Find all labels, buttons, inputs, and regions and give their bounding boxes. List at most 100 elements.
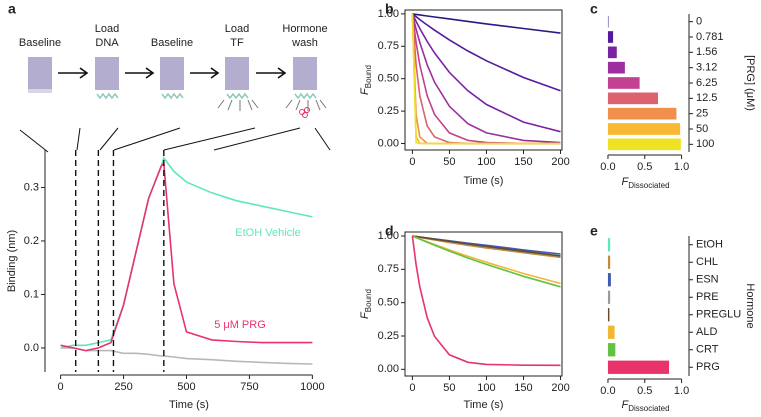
y-tick-label: PRE (696, 291, 719, 303)
y-axis-title-main: F (359, 87, 371, 95)
bar (607, 273, 611, 287)
y-tick-label: 0.3 (24, 181, 39, 193)
sensor (28, 57, 52, 90)
y-tick-label: 25 (696, 108, 708, 120)
panel-label: b (385, 1, 394, 17)
sensor (95, 57, 119, 90)
bar (607, 325, 615, 339)
y-axis-title: [PRG] (μM) (744, 55, 756, 111)
bar (607, 343, 616, 357)
x-tick-label: 0.5 (637, 161, 652, 173)
series-line (60, 347, 313, 365)
y-tick-label: 0 (696, 16, 702, 28)
y-tick-label: 1.00 (378, 230, 399, 242)
y-axis-title: Hormone (744, 283, 756, 328)
x-tick-label: 200 (551, 156, 569, 168)
y-tick-label: 0.25 (378, 105, 399, 117)
y-tick-label: 0.00 (378, 363, 399, 375)
y-axis-title: FBound (359, 289, 373, 319)
bar (607, 360, 670, 374)
y-axis-title-main: F (359, 311, 371, 319)
x-tick-label: 250 (114, 381, 132, 393)
x-tick-label: 0.0 (600, 161, 615, 173)
x-tick-label: 1.0 (674, 385, 689, 397)
y-axis-title-sub: Bound (364, 65, 373, 88)
series-line (412, 13, 561, 34)
x-axis-title-sub: Dissociated (628, 404, 669, 413)
panel-label: c (590, 1, 598, 17)
x-tick-label: 150 (514, 382, 532, 394)
x-axis-title: Time (s) (464, 175, 504, 187)
series-line (60, 161, 313, 352)
bar (607, 15, 609, 28)
y-tick-label: 100 (696, 138, 714, 150)
step-label: wash (291, 37, 318, 49)
step-label: Hormone (282, 23, 327, 35)
bar (607, 31, 614, 43)
connector (19, 127, 331, 153)
bar (607, 255, 611, 269)
step-label: Load (225, 23, 249, 35)
bar (607, 92, 659, 105)
plot-frame (404, 9, 563, 151)
series-line (411, 13, 561, 145)
x-axis-title: FDissociated (621, 176, 669, 190)
y-tick-label: 0.0 (24, 342, 39, 354)
series-line (411, 13, 561, 133)
series-line (411, 13, 561, 145)
step-label: Baseline (151, 37, 193, 49)
panel-label: e (590, 223, 598, 239)
y-axis-title-sub: Bound (364, 289, 373, 312)
arrows (58, 67, 287, 79)
y-tick-label: 0.50 (378, 73, 399, 85)
x-axis-title-sub: Dissociated (628, 181, 669, 190)
x-tick-label: 0.5 (637, 385, 652, 397)
bar (607, 107, 677, 120)
sensor (293, 57, 317, 90)
y-tick-label: PRG (696, 361, 720, 373)
x-tick-label: 100 (477, 156, 495, 168)
series-label: EtOH Vehicle (235, 227, 300, 239)
x-tick-label: 0 (58, 381, 64, 393)
x-axis-title-main: F (621, 399, 629, 411)
y-tick-label: 50 (696, 123, 708, 135)
step-label: Load (95, 23, 119, 35)
series-line (411, 13, 561, 144)
step-label: TF (230, 37, 244, 49)
y-axis-title: FBound (359, 65, 373, 95)
diagram (19, 57, 331, 153)
bar (607, 138, 681, 151)
y-tick-label: EtOH (696, 239, 723, 251)
y-tick-label: 1.56 (696, 46, 717, 58)
y-tick-label: 12.5 (696, 92, 717, 104)
y-tick-label: 0.25 (378, 330, 399, 342)
tf (217, 99, 327, 111)
x-tick-label: 200 (551, 382, 569, 394)
y-tick-label: CRT (696, 344, 719, 356)
bar (607, 123, 681, 135)
x-tick-label: 500 (177, 381, 195, 393)
x-axis-title: FDissociated (621, 399, 669, 413)
y-tick-label: 0.781 (696, 31, 724, 43)
series-line (411, 13, 561, 92)
x-tick-label: 1.0 (674, 161, 689, 173)
y-tick-label: 0.2 (24, 235, 39, 247)
bar (607, 290, 611, 304)
plot-frame (404, 231, 563, 377)
x-tick-label: 100 (477, 382, 495, 394)
y-tick-label: 1.00 (378, 8, 399, 20)
bar (607, 238, 611, 252)
bar (607, 61, 625, 74)
y-axis-title: Binding (nm) (6, 230, 18, 292)
sensor (225, 57, 249, 90)
y-tick-label: 6.25 (696, 77, 717, 89)
hormone (299, 107, 310, 118)
x-tick-label: 150 (514, 156, 532, 168)
y-tick-label: 0.50 (378, 297, 399, 309)
series-line (412, 235, 561, 285)
x-tick-label: 0 (409, 156, 415, 168)
series-line (411, 13, 561, 145)
y-tick-label: 0.75 (378, 263, 399, 275)
series-line (412, 235, 561, 257)
step-label: Baseline (19, 37, 61, 49)
